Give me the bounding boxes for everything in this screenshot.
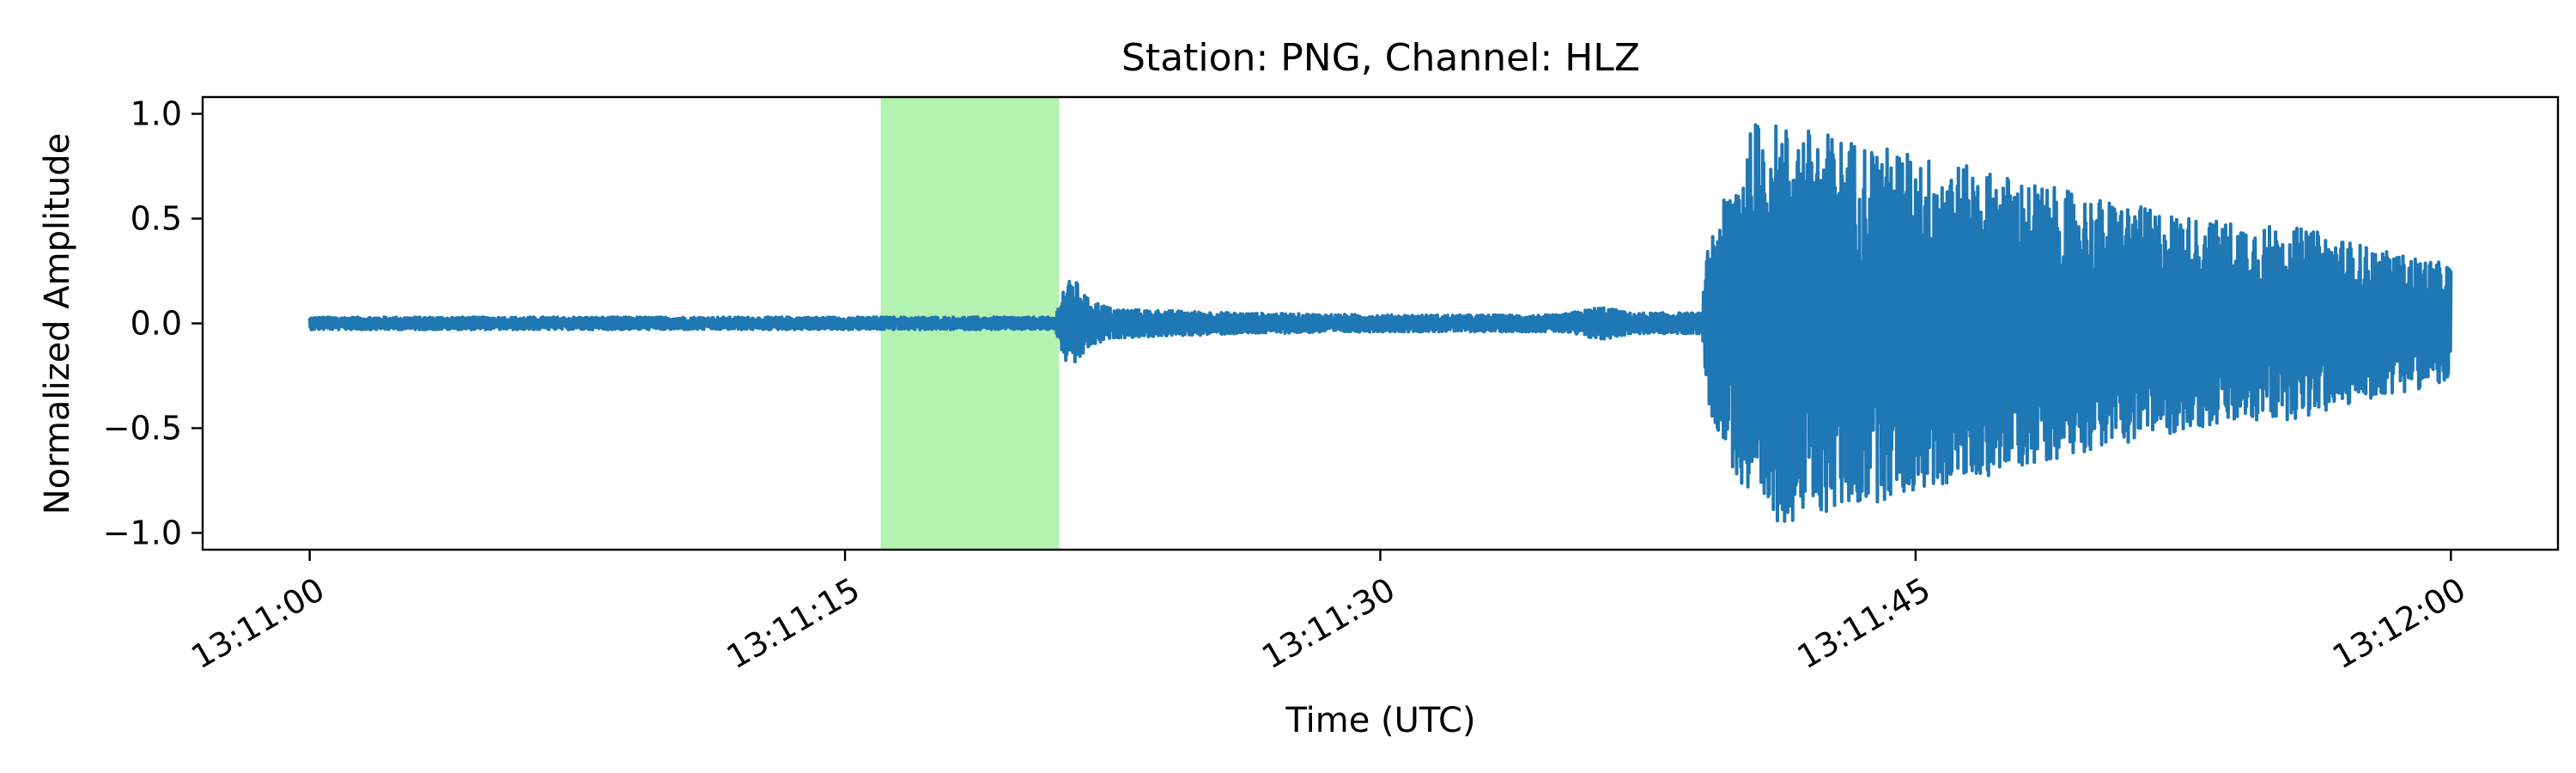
chart-title: Station: PNG, Channel: HLZ: [1121, 36, 1640, 80]
waveform-series: [307, 123, 2453, 523]
y-axis-label: Normalized Amplitude: [38, 133, 77, 515]
x-tick-label: 13:12:00: [2326, 570, 2472, 676]
y-tick-label: −1.0: [103, 514, 182, 551]
y-tick-label: −0.5: [103, 409, 182, 447]
x-tick-label: 13:11:30: [1255, 570, 1401, 676]
x-tick-label: 13:11:45: [1791, 570, 1937, 676]
y-tick-label: 1.0: [131, 95, 182, 133]
x-axis-label: Time (UTC): [1285, 701, 1475, 740]
y-tick-label: 0.0: [131, 305, 182, 343]
x-tick-label: 13:11:00: [185, 570, 331, 676]
y-tick-label: 0.5: [131, 200, 182, 238]
x-tick-label: 13:11:15: [720, 570, 866, 676]
